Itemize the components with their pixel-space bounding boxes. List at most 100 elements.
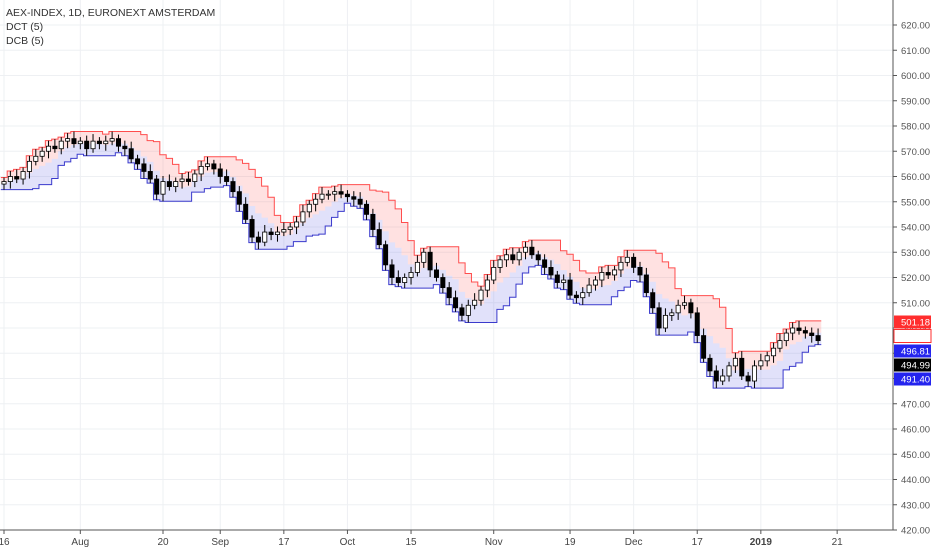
lower-band-fill <box>0 142 822 389</box>
price-tag-upper: 501.18 <box>894 315 931 329</box>
candle-body <box>268 231 274 235</box>
candle <box>71 131 77 148</box>
candle <box>802 326 808 339</box>
candle-body <box>472 299 478 306</box>
candle-body <box>1 181 7 185</box>
price-tick-label: 510.00 <box>901 298 930 309</box>
candle-body <box>58 140 64 150</box>
candle <box>7 170 13 189</box>
candle <box>402 273 408 289</box>
candle <box>535 250 541 266</box>
candle-body <box>650 292 656 309</box>
price-tag-box <box>894 344 931 358</box>
candle <box>26 155 32 179</box>
candle <box>612 265 618 281</box>
candle <box>707 354 713 377</box>
candle <box>523 241 529 260</box>
candle <box>84 135 90 156</box>
candle <box>510 247 516 264</box>
candle <box>497 255 503 273</box>
candle-body <box>777 340 783 349</box>
dct-upper-line <box>0 131 822 354</box>
price-tag-lower: 496.81 <box>894 344 931 358</box>
price-tags: 501.18 496.92 496.81 494.99 491.40 <box>893 315 932 386</box>
candle-body <box>65 138 71 142</box>
price-tick-label: 560.00 <box>901 172 930 183</box>
candle <box>790 322 796 341</box>
candle-body <box>510 254 516 261</box>
candle-body <box>402 277 408 283</box>
candle <box>624 250 630 267</box>
candle-body <box>701 335 707 359</box>
candle <box>586 278 592 297</box>
candle <box>669 308 675 321</box>
candle-body <box>211 163 217 170</box>
candle <box>592 275 598 291</box>
candle-body <box>338 191 344 195</box>
candle-body <box>389 264 395 278</box>
candle <box>554 270 560 289</box>
price-tag-last_red: 496.92 <box>893 329 932 343</box>
grid <box>0 0 893 531</box>
price-tick-label: 590.00 <box>901 96 930 107</box>
price-tick-label: 570.00 <box>901 147 930 158</box>
candle <box>306 200 312 218</box>
time-tick-label: Nov <box>485 537 503 548</box>
candle-body <box>523 246 529 253</box>
candle <box>643 267 649 297</box>
candle <box>211 159 217 175</box>
candle-body <box>427 251 433 271</box>
candle <box>732 352 738 373</box>
time-axis[interactable]: 16 Aug 20 Sep 17 Oct 15 Nov 19 Dec 17 2019 21 <box>0 530 843 548</box>
candle-body <box>745 375 751 382</box>
candle <box>484 274 490 298</box>
price-tag-label: 496.92 <box>901 332 930 343</box>
candle-body <box>726 365 732 377</box>
candle <box>472 293 478 310</box>
candle-body <box>147 171 153 180</box>
candle <box>173 177 179 193</box>
time-tick-label: Dec <box>625 537 643 548</box>
time-tick-label: 21 <box>832 537 844 548</box>
candle-body <box>643 274 649 294</box>
candle-body <box>484 279 490 291</box>
candle-body <box>656 307 662 329</box>
candle-body <box>694 312 700 336</box>
candle-body <box>46 145 52 152</box>
candle-body <box>344 193 350 198</box>
candle-body <box>33 155 39 162</box>
candle <box>713 365 719 389</box>
candle-body <box>796 327 802 331</box>
candle <box>179 173 185 189</box>
candle-body <box>306 203 312 213</box>
symbol-title[interactable]: AEX-INDEX, 1D, EURONEXT AMSTERDAM <box>6 7 216 19</box>
candle-body <box>592 279 598 286</box>
candle-body <box>414 261 420 273</box>
candle-body <box>764 355 770 362</box>
price-axis[interactable]: 420.00430.00440.00450.00460.00470.00480.… <box>893 21 930 537</box>
candle-body <box>115 138 121 147</box>
candle <box>262 224 268 247</box>
candle-body <box>554 274 560 283</box>
candle-body <box>71 138 77 145</box>
candle <box>376 222 382 249</box>
candle <box>631 253 637 273</box>
candle-body <box>503 254 509 261</box>
candle-body <box>675 304 681 314</box>
candle <box>39 147 45 162</box>
candle-body <box>758 360 764 367</box>
candle-body <box>255 236 261 243</box>
candle-body <box>332 191 338 195</box>
price-tick-label: 520.00 <box>901 273 930 284</box>
candle-body <box>122 145 128 150</box>
candle <box>274 226 280 242</box>
candle <box>135 154 141 170</box>
indicator-dct-label[interactable]: DCT (5) <box>6 21 44 33</box>
candle <box>542 254 548 275</box>
candle <box>166 174 172 191</box>
candle-body <box>154 178 160 195</box>
time-tick-label: 19 <box>564 537 576 548</box>
indicator-dcb-label[interactable]: DCB (5) <box>6 35 44 47</box>
price-tag-last: 494.99 <box>894 358 931 372</box>
